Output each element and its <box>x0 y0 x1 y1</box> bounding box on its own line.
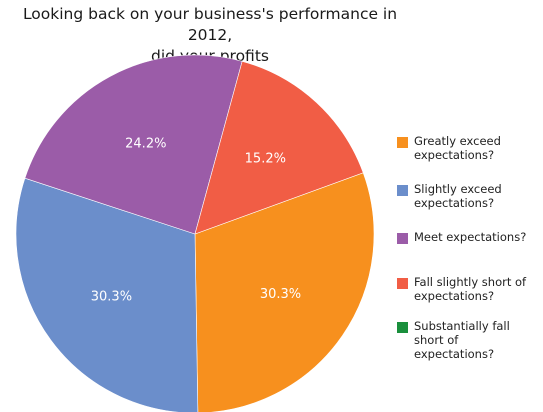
legend-item-substantially-fall-short: Substantially fall short of expectations… <box>397 319 539 361</box>
pie-slice-label-fall-slightly-short: 15.2% <box>245 152 286 167</box>
pie-slice-label-slightly-exceed: 30.3% <box>91 290 132 305</box>
pie-slice-slightly-exceed <box>15 177 199 412</box>
legend-swatch-fall-slightly-short <box>397 278 408 289</box>
legend-label-fall-slightly-short: Fall slightly short of expectations? <box>414 275 527 303</box>
pie-slice-meet <box>24 54 243 235</box>
legend-item-greatly-exceed: Greatly exceed expectations? <box>397 134 539 162</box>
legend-item-meet: Meet expectations? <box>397 230 539 244</box>
legend-swatch-substantially-fall-short <box>397 322 408 333</box>
legend-swatch-slightly-exceed <box>397 185 408 196</box>
legend-swatch-greatly-exceed <box>397 137 408 148</box>
legend-label-greatly-exceed: Greatly exceed expectations? <box>414 134 501 162</box>
legend-item-slightly-exceed: Slightly exceed expectations? <box>397 182 539 210</box>
pie-slice-greatly-exceed <box>194 172 375 412</box>
pie-slice-label-greatly-exceed: 30.3% <box>260 287 301 302</box>
pie-slice-label-meet: 24.2% <box>125 137 166 152</box>
legend-label-meet: Meet expectations? <box>414 230 527 244</box>
pie-slices <box>15 54 375 412</box>
pie-slice-fall-slightly-short <box>194 60 364 235</box>
legend-item-fall-slightly-short: Fall slightly short of expectations? <box>397 275 539 303</box>
legend-label-substantially-fall-short: Substantially fall short of expectations… <box>414 319 510 361</box>
legend-swatch-meet <box>397 233 408 244</box>
legend-label-slightly-exceed: Slightly exceed expectations? <box>414 182 502 210</box>
chart-title-line-1: Looking back on your business's performa… <box>22 5 398 44</box>
pie-slice-labels: 30.3% 30.3% 24.2% 15.2% <box>91 137 301 305</box>
